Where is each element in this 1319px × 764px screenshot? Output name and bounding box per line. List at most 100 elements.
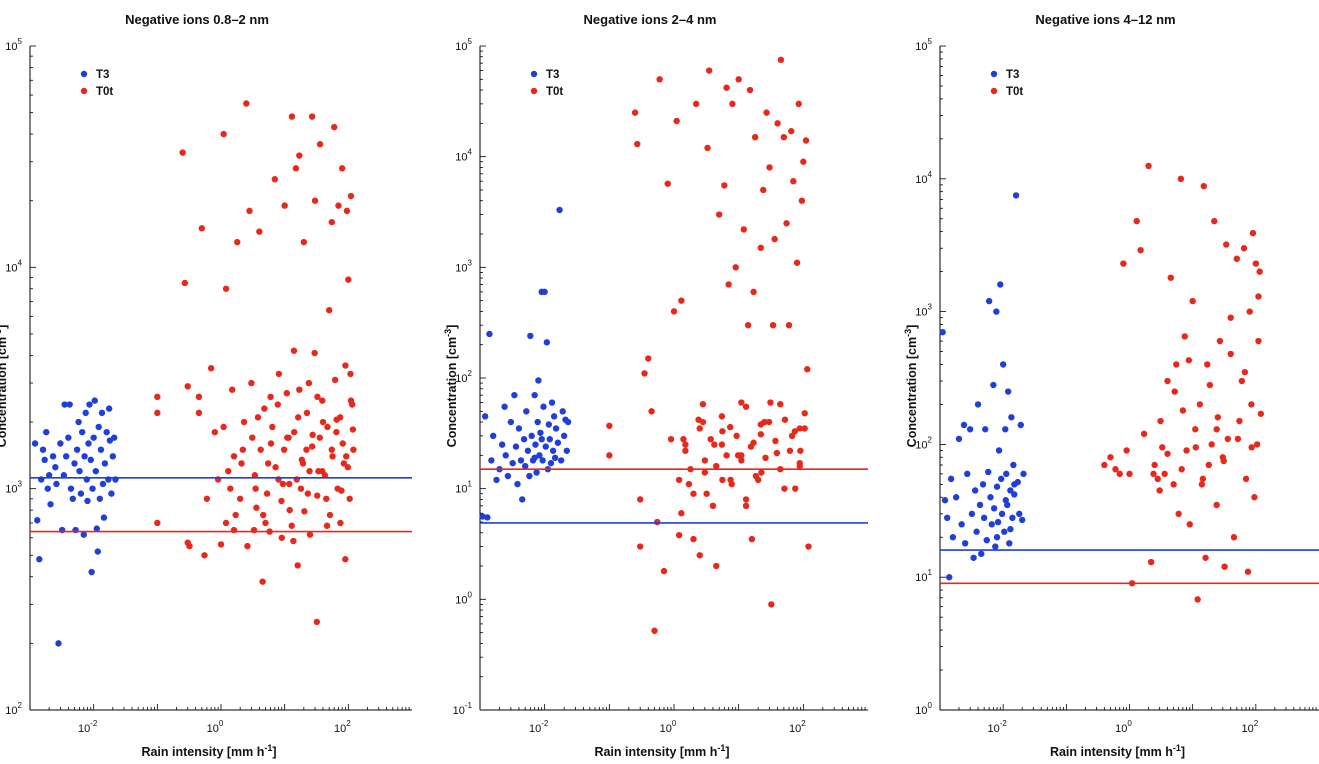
data-point	[1246, 308, 1253, 315]
data-point	[678, 297, 685, 304]
data-point	[701, 469, 709, 476]
tick-base: 10	[455, 262, 467, 274]
y-axis-label-end: ]	[445, 325, 459, 329]
x-tick-label: 102	[1241, 719, 1258, 735]
data-point	[1003, 470, 1010, 478]
data-point	[512, 443, 520, 450]
data-point	[292, 165, 300, 172]
data-point	[675, 531, 683, 539]
data-point	[498, 441, 506, 448]
x-tick-label: 100	[207, 719, 224, 735]
data-point	[1020, 470, 1027, 478]
data-point	[515, 425, 523, 432]
chart-title: Negative ions 0.8–2 nm	[125, 12, 269, 27]
data-point	[1214, 414, 1222, 421]
y-tick-label: 10-1	[453, 701, 473, 717]
data-point	[91, 397, 98, 404]
tick-exponent: 2	[18, 701, 23, 710]
tick-exponent: 0	[1127, 719, 1132, 728]
y-axis-label-end: ]	[905, 325, 919, 329]
data-point	[201, 552, 208, 559]
tick-base: 10	[334, 723, 346, 735]
data-point	[86, 401, 93, 408]
data-point	[1257, 410, 1265, 417]
data-point	[45, 472, 53, 479]
data-point	[1008, 414, 1015, 421]
data-point	[992, 543, 999, 550]
data-point	[1018, 516, 1026, 524]
data-point	[296, 152, 303, 159]
data-point	[316, 141, 324, 148]
data-point	[1202, 554, 1209, 561]
data-point	[1206, 381, 1214, 389]
data-point	[514, 480, 521, 488]
data-point	[62, 453, 70, 460]
data-point	[748, 535, 756, 543]
tick-exponent: 5	[18, 37, 23, 46]
data-point	[707, 435, 714, 443]
data-point	[538, 435, 545, 443]
data-point	[777, 56, 785, 64]
data-point	[1211, 217, 1218, 225]
tick-exponent: 2	[346, 719, 351, 728]
data-point	[154, 519, 161, 527]
data-point	[946, 574, 953, 581]
data-point	[762, 454, 769, 462]
data-point	[771, 235, 778, 243]
data-point	[528, 432, 535, 440]
data-point	[47, 501, 54, 508]
data-point	[1192, 426, 1199, 433]
data-point	[1189, 297, 1196, 305]
data-point	[990, 381, 997, 389]
data-point	[259, 511, 267, 519]
tick-base: 10	[455, 152, 467, 164]
data-point	[69, 495, 76, 502]
data-point	[968, 510, 976, 518]
data-point	[723, 452, 730, 459]
legend-marker	[530, 87, 538, 95]
data-point	[507, 418, 515, 426]
data-point	[536, 452, 543, 459]
tick-exponent: -2	[1000, 719, 1008, 728]
data-point	[325, 307, 333, 314]
data-point	[55, 640, 62, 647]
data-point	[108, 490, 115, 497]
data-point	[1249, 229, 1257, 237]
y-tick-label: 101	[915, 568, 932, 584]
data-point	[271, 176, 279, 183]
data-point	[997, 475, 1005, 483]
x-axis-label-end: ]	[1181, 745, 1185, 759]
data-point	[1248, 401, 1255, 408]
data-point	[294, 562, 301, 569]
data-point	[78, 428, 86, 436]
data-point	[230, 453, 238, 460]
y-tick-label: 104	[455, 148, 472, 164]
data-point	[721, 182, 728, 189]
data-point	[1256, 268, 1263, 275]
data-point	[805, 543, 812, 550]
data-point	[244, 542, 251, 550]
data-point	[988, 521, 995, 528]
data-point	[1200, 182, 1207, 190]
data-point	[651, 627, 658, 634]
data-point	[750, 439, 757, 446]
data-point	[976, 501, 984, 509]
data-point	[955, 435, 963, 443]
data-point	[181, 279, 188, 287]
data-point	[1151, 461, 1158, 469]
data-point	[973, 528, 980, 535]
data-point	[713, 562, 720, 570]
data-point	[1255, 293, 1262, 300]
tick-base: 10	[1115, 723, 1127, 735]
tick-exponent: 4	[468, 148, 473, 157]
data-point	[339, 440, 346, 447]
data-point	[548, 399, 556, 406]
data-point	[767, 399, 774, 406]
tick-base: 10	[5, 484, 17, 496]
tick-base: 10	[5, 262, 17, 274]
data-point	[343, 207, 351, 215]
data-point	[198, 225, 206, 232]
data-point	[760, 186, 767, 194]
data-point	[278, 534, 285, 541]
data-point	[654, 518, 661, 526]
